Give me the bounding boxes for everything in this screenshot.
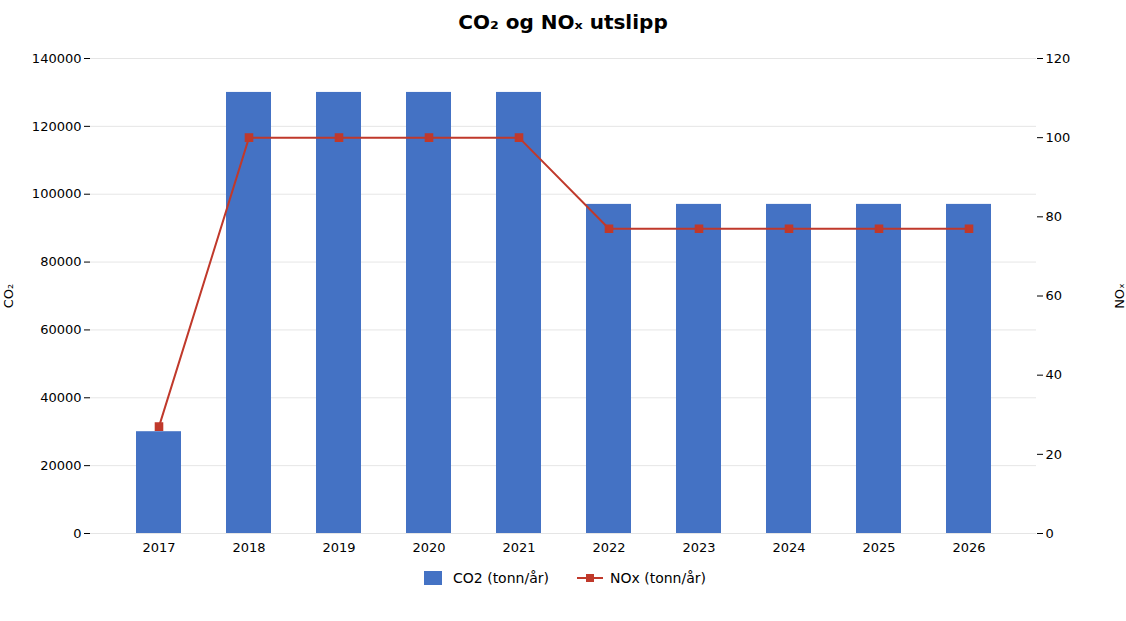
- svg-text:100: 100: [1046, 130, 1071, 145]
- html-text:CO₂ og NOₓ utslipp: CO₂ og NOₓ utslipp: [458, 10, 668, 34]
- svg-text:120000: 120000: [32, 119, 82, 134]
- svg-text:40: 40: [1046, 367, 1063, 382]
- svg-text:2018: 2018: [232, 540, 265, 555]
- svg-text:0: 0: [73, 526, 81, 541]
- svg-text:40000: 40000: [40, 390, 81, 405]
- svg-text:CO₂: CO₂: [1, 284, 16, 309]
- html-text:NOx (tonn/år): NOx (tonn/år): [610, 570, 706, 586]
- html-text:CO2 (tonn/år): CO2 (tonn/år): [453, 570, 549, 586]
- svg-text:2020: 2020: [412, 540, 445, 555]
- svg-text:2024: 2024: [772, 540, 805, 555]
- svg-text:2023: 2023: [682, 540, 715, 555]
- svg-text:2025: 2025: [862, 540, 895, 555]
- svg-text:60000: 60000: [40, 322, 81, 337]
- svg-text:80000: 80000: [40, 254, 81, 269]
- svg-text:2022: 2022: [592, 540, 625, 555]
- svg-text:80: 80: [1046, 209, 1063, 224]
- svg-text:20000: 20000: [40, 458, 81, 473]
- svg-text:2021: 2021: [502, 540, 535, 555]
- svg-text:20: 20: [1046, 446, 1063, 461]
- svg-text:0: 0: [1046, 526, 1054, 541]
- svg-text:100000: 100000: [32, 186, 82, 201]
- svg-text:2019: 2019: [322, 540, 355, 555]
- svg-text:2017: 2017: [142, 540, 175, 555]
- svg-text:120: 120: [1046, 51, 1071, 66]
- svg-text:2026: 2026: [952, 540, 985, 555]
- svg-text:60: 60: [1046, 288, 1063, 303]
- svg-text:140000: 140000: [32, 51, 82, 66]
- svg-text:NOₓ: NOₓ: [1112, 283, 1126, 309]
